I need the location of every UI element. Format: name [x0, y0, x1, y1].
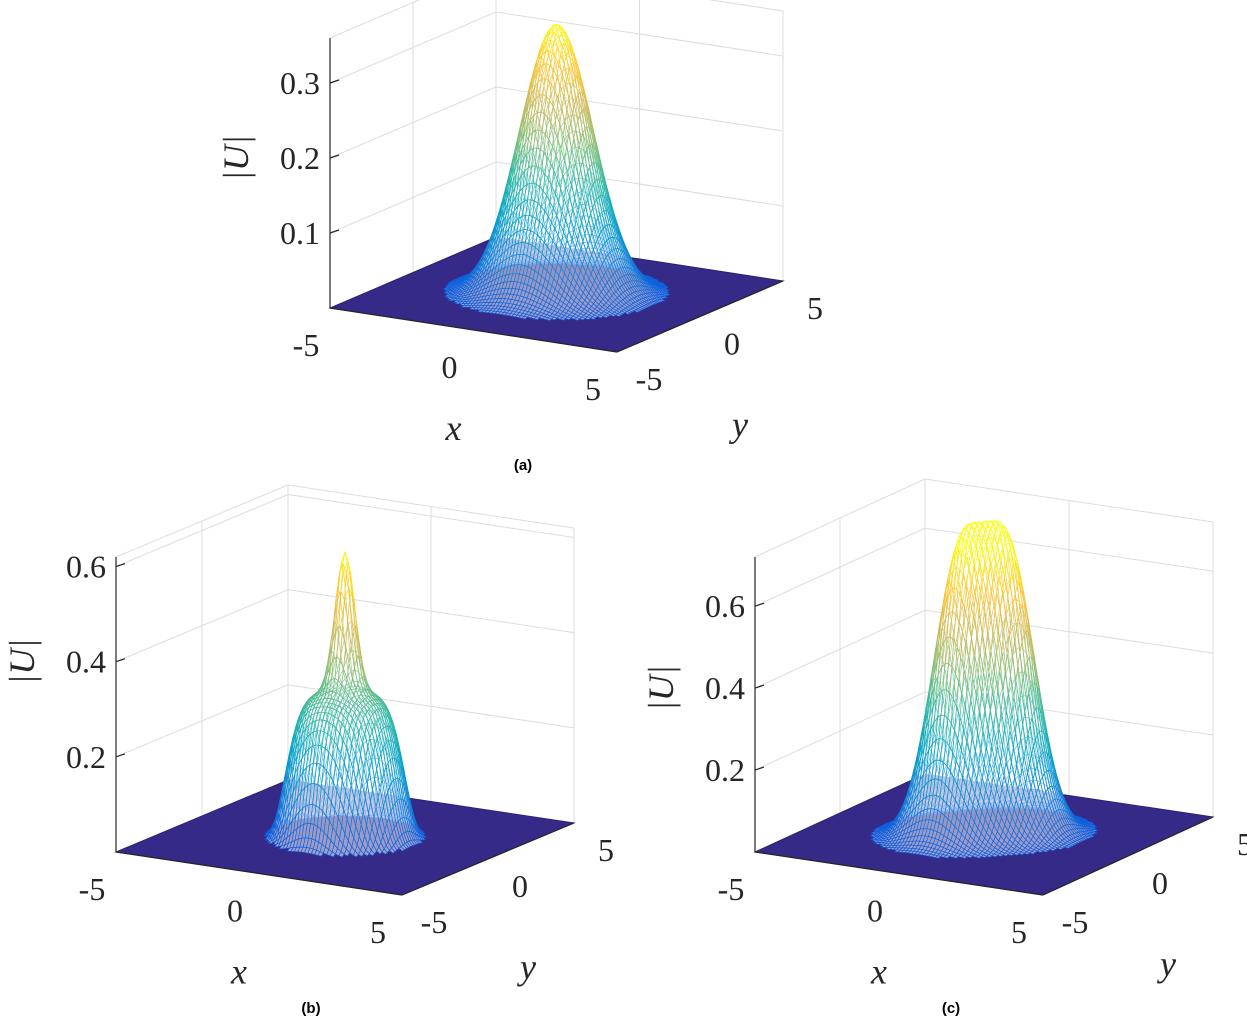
z-tick-label: 0.2 [280, 140, 320, 176]
z-tick-label: 0.4 [66, 644, 106, 680]
y-tick-label: -5 [636, 361, 663, 397]
panel-caption: (a) [514, 457, 532, 474]
x-tick-label: 5 [585, 371, 601, 407]
x-tick-label: -5 [293, 327, 320, 363]
y-axis-label: y [729, 405, 748, 445]
y-tick-label: 5 [807, 290, 823, 326]
x-tick-label: 0 [227, 893, 243, 929]
x-axis-label: x [230, 952, 247, 992]
grid-line [329, 11, 784, 84]
y-tick-label: -5 [421, 904, 448, 940]
x-tick-label: 5 [370, 914, 386, 950]
z-axis-label: |U| [216, 135, 256, 181]
y-tick-label: 0 [512, 868, 528, 904]
z-tick [115, 658, 126, 663]
z-tick [115, 753, 126, 758]
surface-panel-a: -5 0 5 x -5 0 5 y 0.1 0.2 0.3 |U| (a) [216, 0, 823, 474]
y-tick-label: 0 [724, 326, 740, 362]
grid-line [329, 161, 784, 234]
z-tick [329, 229, 340, 234]
x-tick-label: -5 [79, 871, 106, 907]
surface-panel-b: -5 0 5 x -5 0 5 y 0.2 0.4 0.6 |U| (b) [2, 484, 614, 1017]
z-tick [329, 79, 340, 84]
grid-line [707, 0, 784, 12]
surface-mesh [869, 519, 1099, 859]
z-tick [329, 154, 340, 159]
surface-mesh [442, 23, 672, 321]
z-tick-label: 0.6 [66, 549, 106, 585]
z-tick-label: 0.2 [66, 739, 106, 775]
panel-caption: (b) [301, 1000, 320, 1017]
z-axis-label: |U| [2, 639, 42, 685]
y-tick-label: 5 [598, 832, 614, 868]
z-tick-label: 0.1 [280, 215, 320, 251]
y-axis-label: y [517, 947, 536, 987]
z-tick-label: 0.3 [280, 65, 320, 101]
x-axis-label: x [445, 408, 462, 448]
x-tick-label: 0 [442, 349, 458, 385]
z-tick [115, 562, 126, 568]
grid-line [329, 86, 784, 159]
